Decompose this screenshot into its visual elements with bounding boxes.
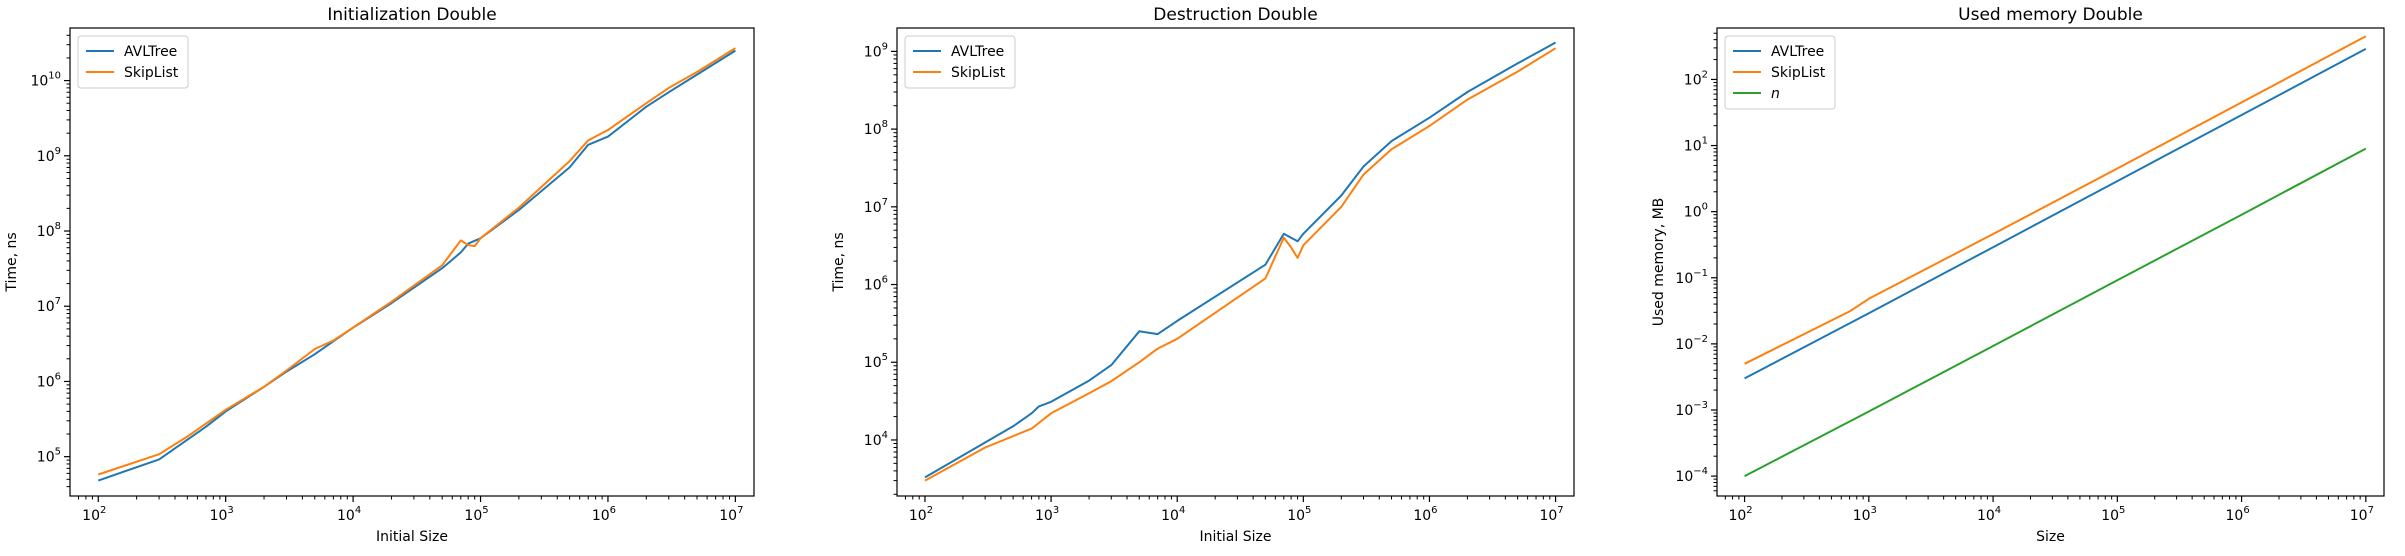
legend: AVLTree SkipList n	[1724, 35, 1836, 110]
x-tick-label: 103	[210, 505, 234, 524]
series-line-avltree	[97, 49, 736, 482]
y-tick-label: 109	[864, 41, 888, 60]
y-tick-label: 10−4	[1675, 466, 1708, 485]
legend-label-avltree: AVLTree	[124, 44, 177, 60]
plot-lines	[1744, 35, 2367, 477]
legend-label-skiplist: SkipList	[1771, 65, 1826, 81]
y-tick-label: 104	[864, 430, 888, 449]
y-axis-label: Time, ns	[831, 232, 847, 292]
y-tick-label: 108	[37, 221, 61, 240]
x-tick-label: 105	[464, 505, 488, 524]
y-tick-label: 106	[864, 275, 888, 294]
plot-frame	[1716, 27, 2385, 497]
plot-lines	[924, 41, 1557, 482]
y-tick-label: 100	[1684, 202, 1708, 221]
y-tick-label: 10−1	[1675, 268, 1708, 287]
chart-title: Destruction Double	[1153, 5, 1317, 25]
minor-ticks	[66, 34, 731, 500]
x-tick-label: 102	[1728, 505, 1752, 524]
x-tick-label: 105	[1287, 505, 1311, 524]
series-line-skiplist	[924, 47, 1557, 482]
x-tick-label: 105	[2101, 505, 2125, 524]
x-tick-label: 107	[1539, 505, 1563, 524]
x-tick-label: 102	[82, 505, 106, 524]
legend: AVLTree SkipList	[904, 35, 1016, 89]
series-line-skiplist	[97, 47, 736, 476]
y-axis-label: Used memory, MB	[1651, 198, 1667, 327]
series-line-avltree	[1744, 48, 2367, 380]
chart-title: Used memory Double	[1958, 5, 2143, 25]
legend-box	[904, 35, 1016, 89]
plot-lines	[97, 47, 736, 482]
legend: AVLTree SkipList	[77, 35, 189, 89]
x-tick-label: 107	[719, 505, 743, 524]
legend-label-avltree: AVLTree	[951, 44, 1004, 60]
x-tick-label: 103	[1853, 505, 1877, 524]
series-line-avltree	[924, 41, 1557, 479]
y-axis-label: Time, ns	[4, 232, 20, 292]
x-tick-label: 104	[1977, 505, 2001, 524]
x-axis-label: Initial Size	[376, 529, 448, 545]
x-tick-label: 106	[592, 505, 616, 524]
chart-initialization: Initialization Double 102 103 104 105 106 107 1…	[4, 5, 755, 545]
y-tick-label: 105	[37, 447, 61, 466]
legend-label-skiplist: SkipList	[124, 65, 179, 81]
y-tick-label: 102	[1684, 69, 1708, 88]
chart-used-memory: Used memory Double 102 103 104 105 106 107 10−4…	[1651, 5, 2385, 545]
y-tick-label: 10−3	[1675, 400, 1708, 419]
x-axis-label: Initial Size	[1200, 529, 1272, 545]
plot-frame	[69, 27, 755, 497]
legend-box	[1724, 35, 1836, 110]
x-axis-label: Size	[2036, 529, 2065, 545]
x-tick-label: 106	[1413, 505, 1437, 524]
y-tick-label: 108	[864, 119, 888, 138]
x-tick-label: 107	[2350, 505, 2374, 524]
series-line-skiplist	[1744, 35, 2367, 365]
y-tick-label: 109	[37, 146, 61, 165]
plot-frame	[896, 27, 1575, 497]
legend-box	[77, 35, 189, 89]
series-line-n	[1744, 147, 2367, 477]
y-tick-label: 107	[37, 296, 61, 315]
y-tick-label: 107	[864, 197, 888, 216]
chart-title: Initialization Double	[327, 5, 496, 25]
x-tick-label: 104	[1161, 505, 1185, 524]
chart-destruction: Destruction Double 102 103 104 105 106 107 104 1…	[831, 5, 1575, 545]
legend-label-n: n	[1771, 86, 1780, 102]
x-tick-label: 106	[2225, 505, 2249, 524]
y-tick-label: 1010	[30, 71, 61, 90]
minor-ticks	[893, 54, 1551, 500]
x-tick-label: 103	[1035, 505, 1059, 524]
x-tick-label: 102	[909, 505, 933, 524]
legend-label-avltree: AVLTree	[1771, 44, 1824, 60]
y-tick-label: 106	[37, 371, 61, 390]
x-tick-label: 104	[337, 505, 361, 524]
y-tick-label: 101	[1684, 136, 1708, 155]
legend-label-skiplist: SkipList	[951, 65, 1006, 81]
y-tick-label: 105	[864, 352, 888, 371]
y-tick-label: 10−2	[1675, 334, 1708, 353]
